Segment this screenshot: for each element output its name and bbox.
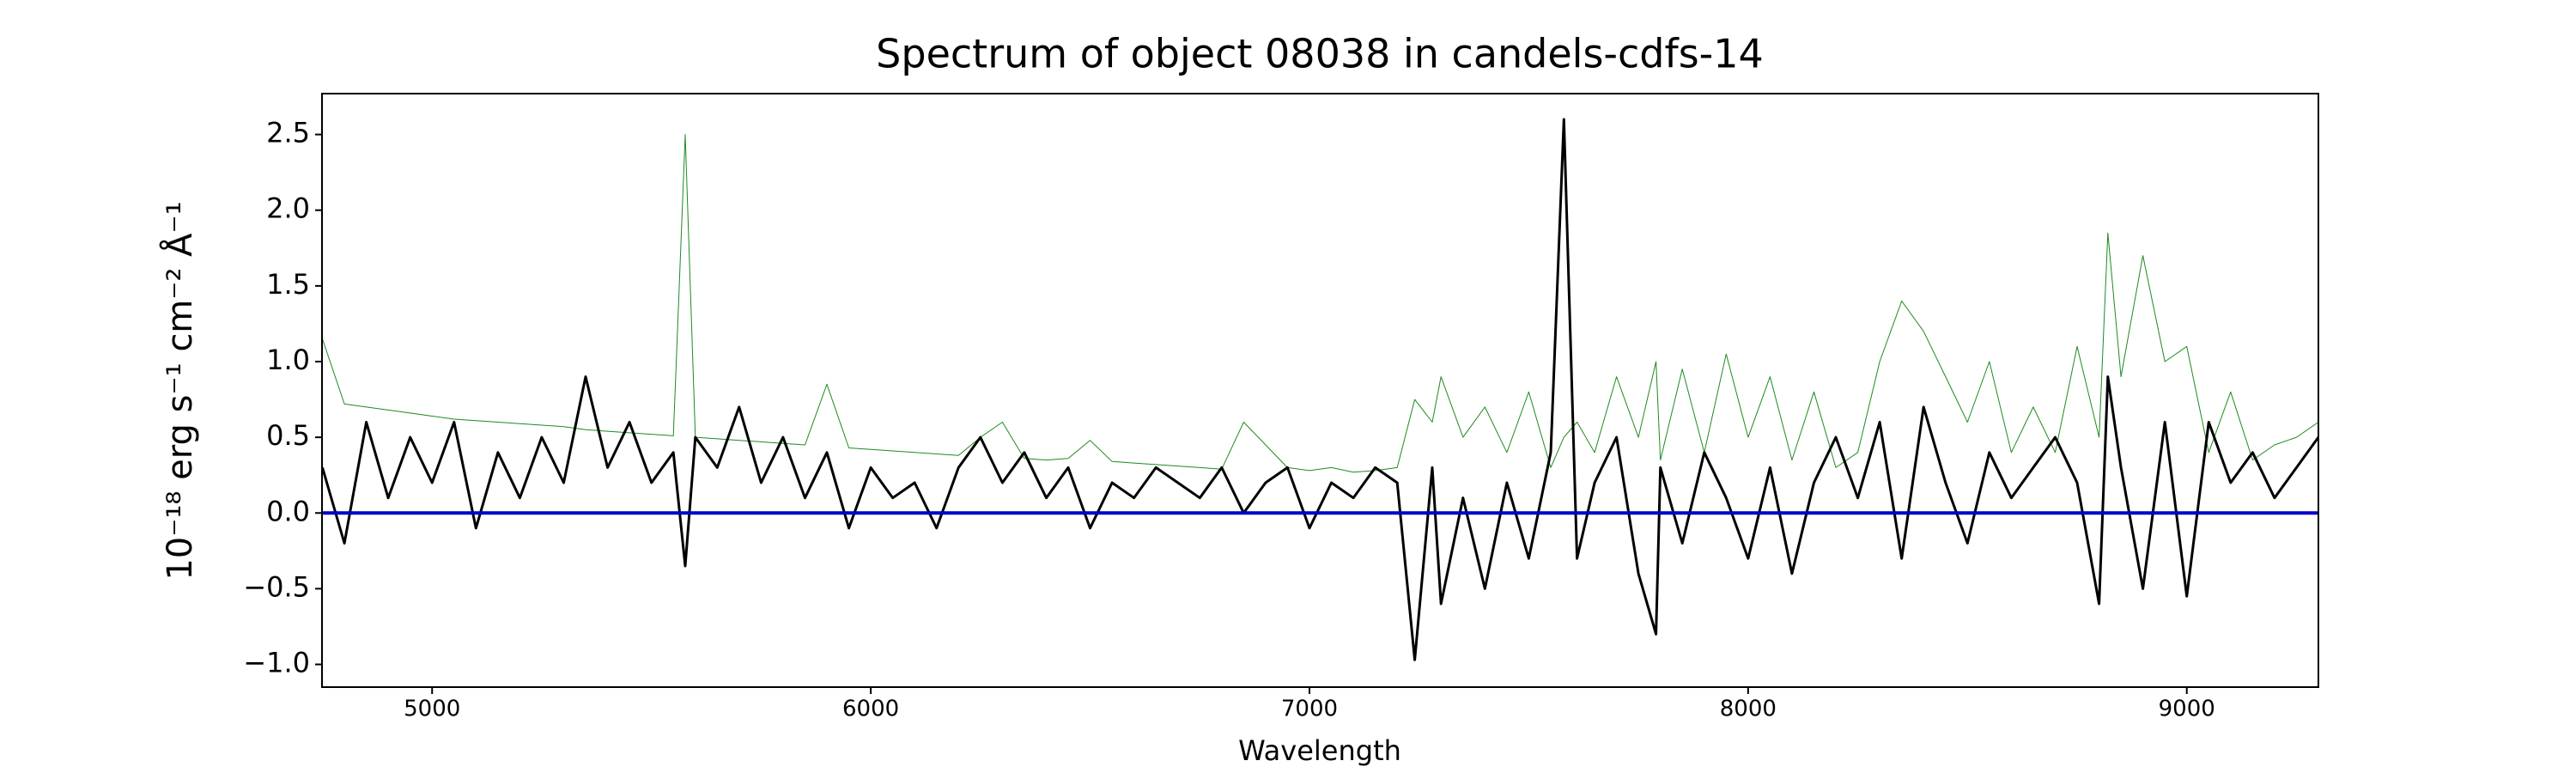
plot-frame (321, 93, 2319, 688)
y-tick-label: −1.0 (243, 647, 310, 679)
x-tick-label: 7000 (1281, 697, 1338, 722)
x-tick-label: 9000 (2159, 697, 2215, 722)
y-axis-label: 10⁻¹⁸ erg s⁻¹ cm⁻² Å⁻¹ (159, 201, 200, 580)
spectrum-line (322, 134, 2318, 473)
y-tick-label: 2.0 (266, 192, 310, 225)
plot-area (322, 118, 2318, 661)
x-tick-label: 6000 (842, 697, 899, 722)
spectrum-line (322, 118, 2318, 661)
y-tick-label: 0.0 (266, 495, 310, 527)
y-tick-label: 1.5 (266, 268, 310, 301)
x-tick-label: 5000 (404, 697, 460, 722)
x-axis-label: Wavelength (1238, 734, 1401, 767)
y-tick-label: 0.5 (266, 419, 310, 452)
chart-title: Spectrum of object 08038 in candels-cdfs… (876, 31, 1764, 77)
y-tick-label: −0.5 (243, 570, 310, 603)
x-tick-label: 8000 (1720, 697, 1777, 722)
y-tick-label: 2.5 (266, 117, 310, 149)
y-tick-label: 1.0 (266, 344, 310, 376)
